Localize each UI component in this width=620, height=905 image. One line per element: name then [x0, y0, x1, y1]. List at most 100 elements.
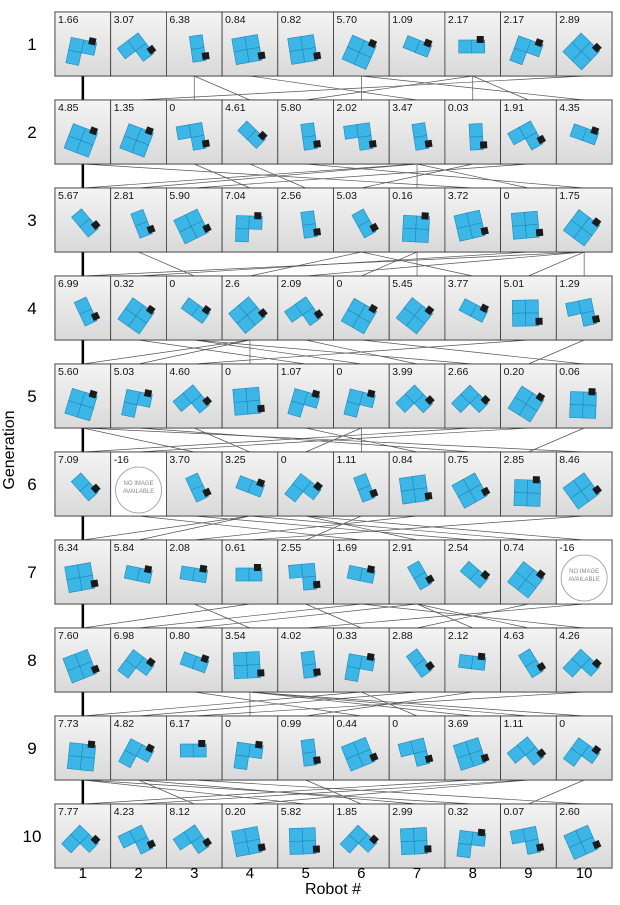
robot-cell: 0 [555, 715, 613, 781]
robot-image [340, 736, 379, 772]
robot-motor [202, 837, 213, 848]
fitness-label: 5.70 [337, 14, 358, 26]
fitness-label: 4.60 [169, 366, 190, 378]
robot-module [121, 401, 138, 418]
lineage-line [305, 779, 362, 805]
robot-image [402, 35, 433, 58]
robot-motor [313, 309, 324, 319]
fitness-label: 1.75 [559, 190, 580, 202]
robot-module [400, 489, 417, 505]
fitness-label: 0.20 [504, 366, 525, 378]
robot-cell: 3.54 [221, 627, 279, 693]
lineage-line [82, 163, 418, 189]
robot-image [340, 297, 378, 335]
robot-module [300, 34, 316, 50]
robot-motor [90, 834, 101, 845]
robot-motor [146, 839, 156, 849]
fitness-label: 0 [281, 454, 287, 466]
fitness-label: 2.54 [448, 542, 469, 554]
robot-module [64, 564, 81, 581]
robot-module [245, 651, 261, 666]
robot-motor [254, 212, 262, 220]
robot-cell: 1.11 [333, 451, 390, 517]
robot-motor [424, 492, 433, 500]
robot-module [400, 840, 415, 856]
fitness-label: 2.55 [281, 542, 302, 554]
fitness-label: 3.25 [225, 454, 246, 466]
robot-motor [313, 228, 322, 236]
robot-module [456, 753, 474, 771]
robot-image [458, 298, 490, 323]
robot-image [398, 474, 433, 505]
robot-module [582, 404, 597, 419]
robot-motor [90, 483, 101, 494]
robot-module [395, 393, 415, 413]
lineage-line [194, 163, 251, 189]
lineage-line [138, 515, 362, 541]
robot-image [451, 472, 491, 509]
robot-module [511, 299, 526, 314]
robot-motor [198, 740, 206, 747]
robot-cell: 0.80 [165, 627, 223, 693]
robot-motor [536, 748, 547, 759]
robot-cell: 2.99 [388, 803, 446, 869]
robot-image [300, 738, 321, 767]
robot-number: 10 [576, 865, 593, 882]
fitness-label: 0.06 [559, 366, 580, 378]
robot-number: 9 [524, 865, 532, 882]
robot-cell: 5.70 [333, 11, 390, 77]
fitness-label: 1.91 [504, 102, 525, 114]
robot-motor [90, 664, 100, 674]
robot-motor [143, 565, 153, 574]
robot-motor [257, 669, 265, 677]
fitness-label: 2.66 [448, 366, 469, 378]
fitness-label: 0 [225, 366, 231, 378]
robot-cell: 2.02 [333, 99, 390, 165]
robot-module [509, 828, 526, 845]
robot-image [119, 123, 154, 158]
lineage-line [194, 691, 362, 717]
robot-cell: 4.35 [555, 99, 613, 165]
robot-motor [592, 839, 602, 850]
robot-cell: 0 [333, 363, 390, 429]
fitness-label: 5.03 [114, 366, 135, 378]
robot-motor [312, 845, 321, 853]
robot-cell: 1.66 [54, 11, 112, 77]
robot-motor [480, 394, 491, 405]
robot-motor [145, 304, 156, 315]
robot-cell: 4.82 [110, 715, 167, 781]
robot-module [288, 563, 303, 579]
robot-cell: 0 [165, 275, 223, 341]
robot-cell: 5.60 [54, 363, 112, 429]
robot-module [244, 34, 260, 50]
robot-motor [367, 38, 378, 49]
robot-cell: 2.89 [555, 11, 613, 77]
fitness-label: 0.32 [114, 278, 135, 290]
fitness-label: 5.84 [114, 542, 135, 554]
robot-motor [425, 661, 435, 671]
placeholder-box: NO IMAGE AVAILABLE [123, 481, 154, 495]
robot-module [523, 210, 539, 226]
generation-label: 10 [23, 827, 42, 846]
robot-number: 5 [301, 865, 309, 882]
robot-motor [591, 42, 602, 53]
robot-image [562, 32, 602, 71]
robot-motor [424, 139, 433, 148]
robot-motor [592, 485, 602, 495]
robot-number: 3 [190, 865, 198, 882]
robot-motor [201, 139, 210, 148]
robot-cell: 5.03 [110, 363, 167, 429]
robot-module [76, 404, 94, 422]
robot-motor [424, 845, 432, 853]
robot-module [65, 49, 82, 66]
robot-motor [257, 130, 268, 141]
fitness-label: 6.98 [114, 630, 135, 642]
robot-cell: 4.23 [110, 803, 167, 869]
robot-module [235, 567, 250, 582]
cell-background [54, 275, 112, 341]
lineage-line [82, 779, 473, 805]
robot-cell: 5.80 [277, 99, 334, 165]
robot-image [562, 209, 602, 247]
fitness-label: 1.66 [58, 14, 79, 26]
robot-image [451, 384, 491, 414]
